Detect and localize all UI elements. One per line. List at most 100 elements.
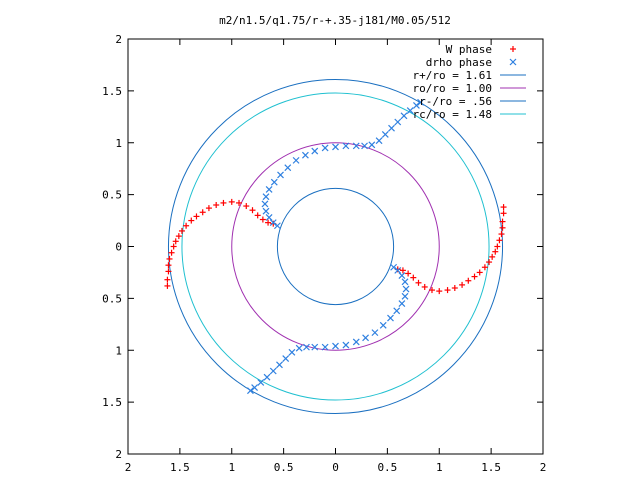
legend-marker-sample (510, 46, 516, 52)
drho-phase-point (332, 342, 339, 350)
w-phase-point (164, 276, 171, 283)
cross-marker-stroke (393, 307, 401, 315)
cross-marker-stroke (273, 222, 281, 230)
w-phase-point (421, 283, 428, 290)
drho-phase-point (368, 141, 376, 149)
cross-marker-stroke (270, 178, 278, 186)
cross-marker-stroke (352, 338, 360, 346)
drho-phase-point (390, 263, 398, 271)
drho-phase-point (401, 292, 409, 300)
cross-marker-stroke (390, 263, 398, 271)
w-phase-point (436, 288, 443, 295)
x-tick-label: 1 (436, 461, 443, 474)
w-phase-point (465, 277, 472, 284)
w-phase-point (500, 204, 507, 211)
w-phase-point (165, 268, 172, 275)
y-tick-label: 1 (115, 344, 122, 357)
cross-marker-stroke (402, 285, 410, 293)
x-tick-label: 0.5 (274, 461, 294, 474)
drho-phase-point (413, 101, 420, 109)
axis-ticks: 2 1.5 1 0.5 0 0.5 1 1.5 221.510.500.511.52 (102, 33, 546, 474)
cross-marker-stroke (301, 151, 309, 159)
cross-marker-stroke (295, 344, 303, 352)
cross-marker-stroke (417, 98, 424, 106)
y-tick-label: 1.5 (102, 396, 122, 409)
cross-marker-stroke (311, 343, 319, 351)
drho-phase-point (282, 355, 290, 362)
cross-marker-stroke (251, 384, 258, 392)
cross-marker-stroke (261, 200, 269, 208)
w-phase-point (499, 224, 506, 231)
drho-phase-point (262, 193, 270, 201)
cross-marker-stroke (362, 334, 370, 342)
w-phase-point (183, 222, 190, 229)
drho-phase-point (284, 164, 292, 172)
cross-marker-stroke (394, 118, 402, 126)
cross-marker-stroke (332, 342, 339, 350)
drho-phase-point (263, 373, 271, 381)
drho-phase-point (332, 143, 339, 151)
cross-marker-stroke (509, 58, 517, 66)
cross-marker-stroke (277, 171, 284, 179)
w-phase-point (399, 267, 406, 274)
drho-phase-point (394, 266, 402, 274)
w-phase-point (444, 287, 451, 294)
cross-marker-stroke (284, 164, 292, 172)
cross-marker-stroke (401, 292, 409, 300)
cross-marker-stroke (387, 314, 394, 322)
x-tick-label: 1 (228, 461, 235, 474)
w-phase-point (496, 237, 503, 244)
drho-phase-point (321, 144, 329, 152)
drho-phase-point (417, 98, 424, 106)
w-phase-point (220, 199, 227, 206)
w-phase-point (498, 231, 505, 238)
circle-series-line (231, 142, 440, 351)
drho-phase-point (295, 344, 303, 352)
drho-phase-point (381, 131, 389, 138)
cross-marker-stroke (401, 278, 409, 286)
cross-marker-stroke (276, 361, 283, 369)
legend-label: rc/ro = 1.48 (413, 108, 492, 121)
drho-phase-point (288, 348, 296, 356)
drho-phase-point (269, 219, 277, 227)
cross-marker-stroke (371, 329, 379, 337)
drho-phase-point (393, 307, 401, 315)
w-phase-point (168, 249, 175, 256)
drho-phase-point (371, 329, 379, 337)
x-tick-label: 2 (125, 461, 132, 474)
w-phase-point (499, 218, 506, 225)
w-phase-point (471, 273, 478, 280)
cross-marker-stroke (342, 341, 350, 349)
cross-marker-stroke (413, 101, 420, 109)
y-tick-label: 0.5 (102, 292, 122, 305)
legend-marker-sample (509, 58, 517, 66)
drho-phase-point (257, 378, 265, 386)
drho-phase-point (251, 384, 258, 392)
y-tick-label: 0 (115, 241, 122, 254)
cross-marker-stroke (400, 112, 408, 120)
drho-phase-point (269, 367, 277, 375)
w-phase-point (228, 198, 235, 205)
cross-marker-stroke (288, 348, 296, 356)
w-phase-point (415, 279, 422, 286)
drho-phase-point (398, 272, 406, 279)
drho-phase-point (400, 112, 408, 120)
w-phase-point (500, 210, 507, 217)
w-phase-point (428, 287, 435, 294)
cross-marker-stroke (247, 387, 254, 395)
x-tick-label: 1.5 (170, 461, 190, 474)
x-tick-label: 2 (540, 461, 547, 474)
drho-phase-point (265, 186, 273, 193)
w-phase-point (164, 282, 171, 289)
w-phase-point (170, 243, 177, 250)
w-phase-point (175, 233, 182, 240)
drho-phase-point (352, 338, 360, 346)
drho-phase-point (342, 142, 350, 150)
w-phase-point (481, 264, 488, 271)
cross-marker-stroke (262, 193, 270, 201)
drho-phase-point (262, 207, 270, 215)
cross-marker-stroke (303, 343, 310, 351)
w-phase-point (236, 199, 243, 206)
cross-marker-stroke (379, 321, 387, 329)
